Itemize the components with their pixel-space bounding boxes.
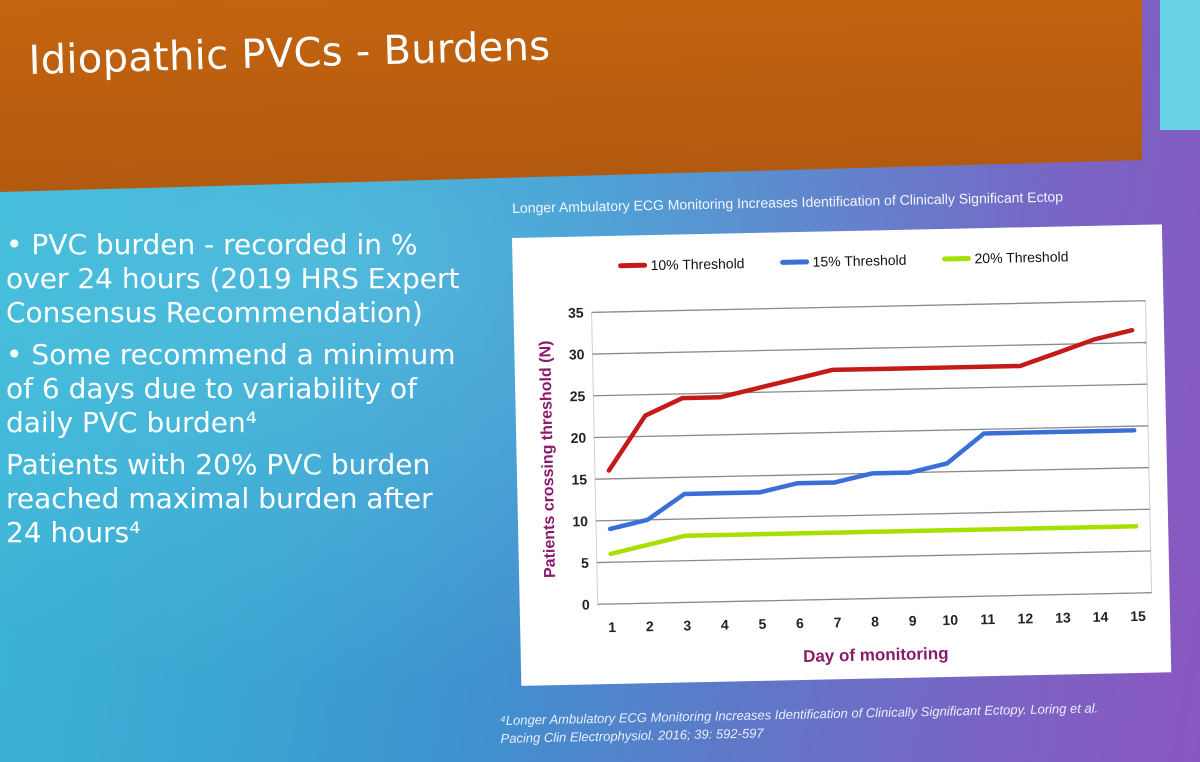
series-line: [606, 327, 1135, 473]
x-tick-label: 7: [833, 614, 841, 630]
y-tick-label: 25: [570, 388, 586, 404]
x-tick-label: 2: [646, 618, 654, 634]
gridline: [593, 383, 1148, 397]
series-line: [607, 428, 1137, 532]
gridline: [594, 425, 1149, 439]
x-tick-label: 10: [942, 612, 958, 628]
y-tick-label: 35: [568, 305, 584, 321]
chart-panel: 0 5 10 15 20 25 30 35 1 2 3 4 5 6 7 8 9 10 11 12 13 14 15 Day o…: [512, 224, 1172, 686]
y-tick-label: 20: [570, 430, 586, 446]
bullet-20-percent: Patients with 20% PVC burden reached max…: [6, 448, 433, 549]
title-bar: [0, 0, 1142, 193]
gridline: [595, 508, 1150, 522]
legend-swatch: [618, 262, 648, 269]
legend-label: 20% Threshold: [974, 248, 1068, 266]
chart-heading: Longer Ambulatory ECG Monitoring Increas…: [512, 188, 1064, 216]
x-tick-label: 8: [871, 613, 879, 629]
title-bar-accent: [1160, 0, 1200, 130]
gridline: [591, 300, 1146, 313]
y-tick-label: 30: [569, 346, 585, 362]
x-tick-label: 11: [980, 611, 995, 627]
y-tick-label: 0: [582, 596, 590, 612]
bullet-minimum-days: • Some recommend a minimum of 6 days due…: [6, 338, 456, 439]
gridline: [596, 550, 1151, 564]
legend-swatch: [942, 255, 972, 262]
footnote: ⁴Longer Ambulatory ECG Monitoring Increa…: [500, 698, 1191, 748]
x-tick-label: 3: [683, 617, 691, 633]
y-axis-title: Patients crossing threshold (N): [537, 340, 559, 578]
gridline: [597, 592, 1152, 605]
bullet-pvc-burden: • PVC burden - recorded in % over 24 hou…: [6, 228, 460, 329]
x-tick-label: 12: [1017, 610, 1033, 626]
legend-label: 15% Threshold: [812, 252, 906, 270]
x-tick-label: 6: [796, 615, 804, 631]
x-tick-label: 1: [608, 619, 616, 635]
gridline: [592, 341, 1147, 355]
x-tick-label: 15: [1130, 608, 1146, 624]
x-tick-label: 9: [909, 613, 917, 629]
y-tick-label: 5: [581, 555, 589, 571]
legend-swatch: [780, 259, 810, 265]
x-tick-label: 13: [1055, 609, 1071, 625]
plot-frame: [591, 300, 1153, 605]
y-tick-label: 10: [572, 513, 588, 529]
x-tick-label: 5: [758, 616, 766, 632]
series-line: [608, 524, 1139, 557]
x-axis-title: Day of monitoring: [803, 644, 949, 666]
bullet-list: • PVC burden - recorded in % over 24 hou…: [6, 228, 476, 558]
legend-label: 10% Threshold: [650, 255, 744, 273]
x-tick-label: 4: [721, 617, 729, 633]
x-tick-label: 14: [1093, 609, 1109, 625]
y-tick-label: 15: [571, 471, 587, 487]
